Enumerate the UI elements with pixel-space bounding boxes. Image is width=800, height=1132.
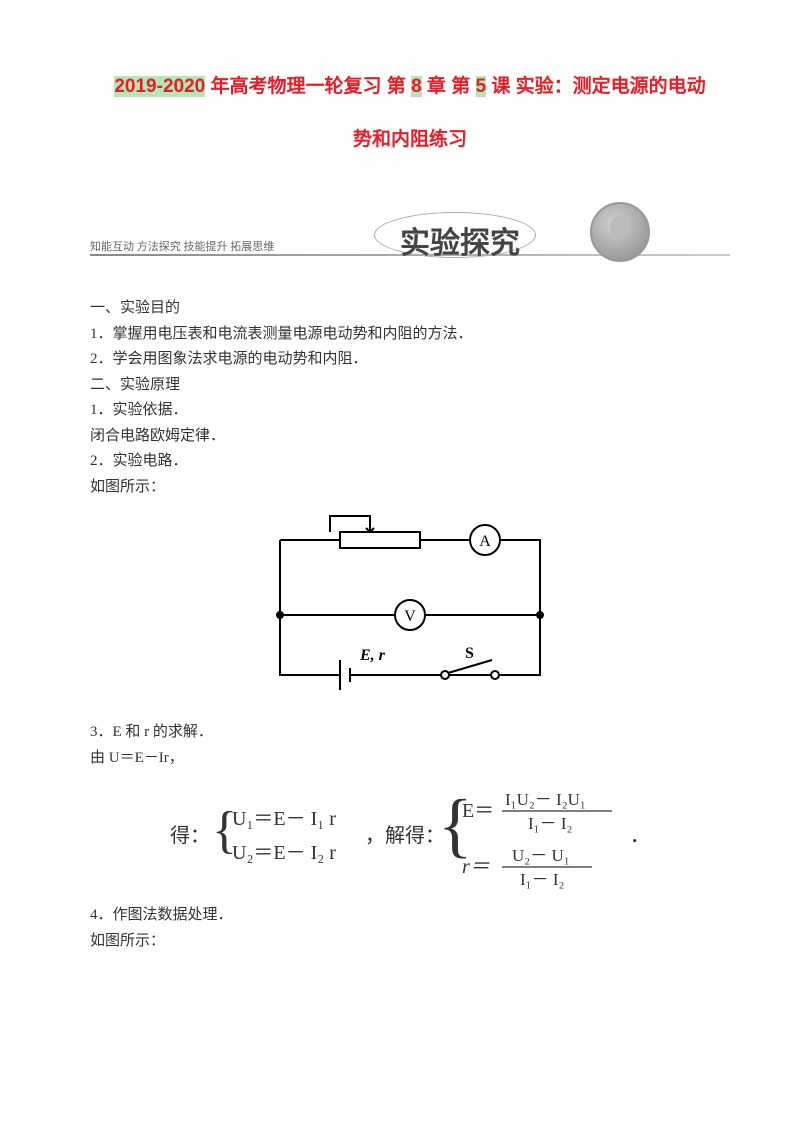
title-p2: 年高考物理一轮复习 第: [205, 76, 411, 97]
svg-text:E＝: E＝: [462, 800, 494, 822]
section-banner: 知能互动 方法探究 技能提升 拓展思维 实验探究: [90, 206, 730, 266]
banner-heading: 实验探究: [380, 214, 540, 266]
title-lesson: 5: [476, 76, 487, 97]
svg-text:，解得：: ，解得：: [365, 824, 445, 847]
s1-item1: 1．掌握用电压表和电流表测量电源电动势和内阻的方法．: [90, 322, 730, 348]
title-line2: 势和内阻练习: [353, 129, 467, 150]
svg-text:{: {: [438, 785, 473, 865]
portrait-icon: [590, 202, 650, 262]
svg-text:U₁＝E－ I₁ r: U₁＝E－ I₁ r: [232, 808, 336, 830]
svg-text:I₁－ I₂: I₁－ I₂: [520, 870, 564, 889]
s2-heading: 二、实验原理: [90, 373, 730, 399]
s2-item3-detail: 由 U＝E－Ir，: [90, 746, 730, 772]
content-body: 一、实验目的 1．掌握用电压表和电流表测量电源电动势和内阻的方法． 2．学会用图…: [90, 296, 730, 954]
switch-label: S: [465, 645, 474, 662]
title-ch: 8: [411, 76, 422, 97]
formula-prefix: 得：: [170, 824, 210, 847]
title-year: 2019-2020: [114, 76, 205, 97]
svg-text:U₂－ U₁: U₂－ U₁: [512, 846, 570, 865]
circuit-diagram: A V E, r S: [240, 510, 580, 710]
s1-heading: 一、实验目的: [90, 296, 730, 322]
svg-text:I₁U₂－ I₂U₁: I₁U₂－ I₂U₁: [505, 790, 586, 809]
svg-text:I₁－ I₂: I₁－ I₂: [528, 814, 572, 833]
svg-text:．: ．: [630, 825, 650, 847]
s2-item2: 2．实验电路．: [90, 449, 730, 475]
s1-item2: 2．学会用图象法求电源的电动势和内阻．: [90, 347, 730, 373]
title-p6: 课 实验：测定电源的电动: [486, 76, 706, 97]
voltmeter-label: V: [404, 608, 416, 625]
s2-item4-detail: 如图所示：: [90, 929, 730, 955]
emf-label: E, r: [359, 647, 386, 664]
s2-item2-detail: 如图所示：: [90, 475, 730, 501]
page-title: 2019-2020 年高考物理一轮复习 第 8 章 第 5 课 实验：测定电源的…: [90, 60, 730, 166]
solution-formula: 得： { U₁＝E－ I₁ r U₂＝E－ I₂ r ，解得： { E＝ I₁U…: [160, 777, 660, 897]
title-p4: 章 第: [422, 76, 476, 97]
banner-heading-text: 实验探究: [400, 227, 520, 260]
svg-text:r＝: r＝: [462, 856, 490, 878]
s2-item3: 3．E 和 r 的求解．: [90, 720, 730, 746]
s2-item1: 1．实验依据．: [90, 398, 730, 424]
banner-subtitle: 知能互动 方法探究 技能提升 拓展思维: [90, 238, 274, 254]
s2-item1-detail: 闭合电路欧姆定律．: [90, 424, 730, 450]
s2-item4: 4．作图法数据处理．: [90, 903, 730, 929]
svg-text:U₂＝E－ I₂ r: U₂＝E－ I₂ r: [232, 842, 336, 864]
ammeter-label: A: [479, 533, 491, 550]
